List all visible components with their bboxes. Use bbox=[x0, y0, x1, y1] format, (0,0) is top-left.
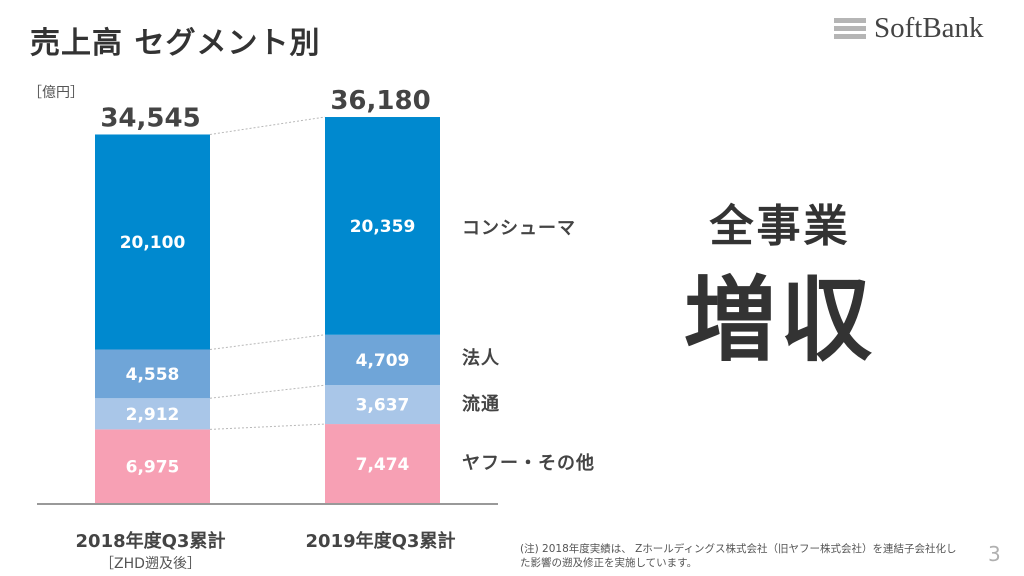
total-label: 34,545 bbox=[100, 103, 200, 133]
legend-label-corporate: 法人 bbox=[462, 347, 500, 369]
legend-label-yahoo: ヤフー・その他 bbox=[462, 452, 595, 474]
logo-text: SoftBank bbox=[874, 12, 984, 44]
bar-segment-corporate bbox=[95, 349, 210, 399]
connector-line bbox=[209, 116, 326, 135]
category-label: 2018年度Q3累計 bbox=[76, 530, 226, 552]
value-label-corporate: 4,558 bbox=[126, 365, 180, 385]
value-label-yahoo: 7,474 bbox=[356, 455, 410, 475]
connector-line bbox=[209, 384, 326, 399]
value-label-yahoo: 6,975 bbox=[126, 458, 180, 478]
softbank-logo-mark-icon bbox=[834, 18, 866, 40]
bar-segment-distribution bbox=[325, 385, 440, 425]
bar-segment-yahoo bbox=[325, 424, 440, 504]
value-label-consumer: 20,100 bbox=[120, 233, 186, 253]
headline-revenue-increase: 増収 bbox=[683, 267, 876, 374]
unit-label: ［億円］ bbox=[28, 85, 84, 101]
value-label-consumer: 20,359 bbox=[350, 217, 416, 237]
bar-segment-corporate bbox=[325, 334, 440, 386]
bar-segment-consumer bbox=[95, 134, 210, 350]
connector-line bbox=[209, 334, 326, 350]
headline-all-segments: 全事業 bbox=[709, 201, 851, 252]
page-title: 売上高 セグメント別 bbox=[30, 26, 321, 61]
category-label: 2019年度Q3累計 bbox=[306, 530, 456, 552]
value-label-distribution: 3,637 bbox=[356, 396, 410, 416]
footnote: (注) 2018年度実績は、 Zホールディングス株式会社（旧ヤフー株式会社）を連… bbox=[520, 543, 957, 569]
category-note: ［ZHD遡及後］ bbox=[100, 556, 201, 572]
value-label-corporate: 4,709 bbox=[356, 351, 410, 371]
legend-label-distribution: 流通 bbox=[462, 393, 500, 415]
value-label-distribution: 2,912 bbox=[126, 405, 180, 425]
total-label: 36,180 bbox=[330, 86, 430, 116]
connector-line bbox=[209, 423, 326, 430]
page-number: 3 bbox=[988, 542, 1001, 566]
legend-label-consumer: コンシューマ bbox=[462, 218, 576, 239]
bar-segment-distribution bbox=[95, 398, 210, 430]
bar-segment-consumer bbox=[325, 117, 440, 335]
bar-segment-yahoo bbox=[95, 429, 210, 504]
